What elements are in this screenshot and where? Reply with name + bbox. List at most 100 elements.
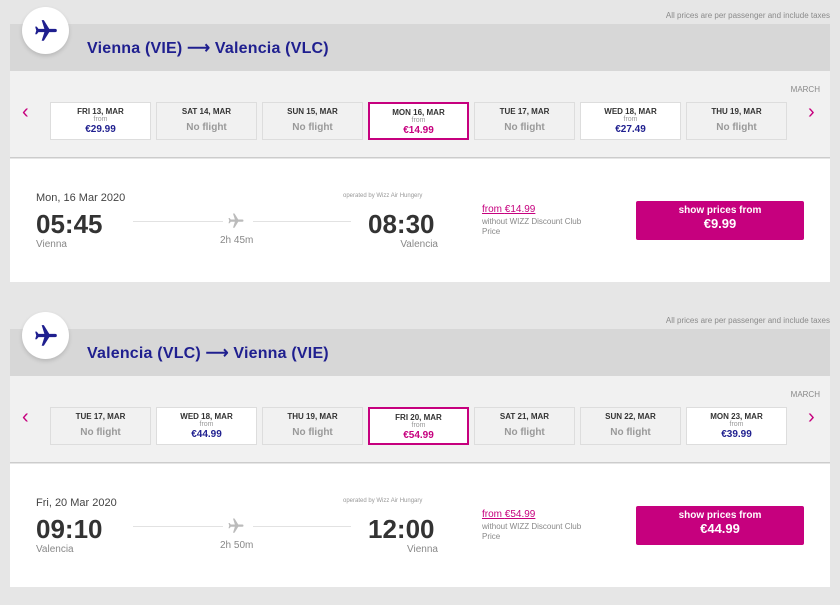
- from-label: from: [411, 117, 426, 124]
- no-flight-label: No flight: [292, 427, 333, 438]
- from-label: from: [411, 422, 426, 429]
- flight-section: All prices are per passenger and include…: [0, 0, 840, 300]
- flight-date: Fri, 20 Mar 2020: [36, 497, 117, 509]
- date-card[interactable]: MON 16, MAR from €14.99: [368, 102, 469, 140]
- month-label: MARCH: [790, 85, 820, 94]
- date-label: MON 23, MAR: [710, 412, 763, 421]
- operator: operated by Wizz Air Hungary: [343, 498, 423, 504]
- no-flight-label: No flight: [504, 427, 545, 438]
- regular-price: €54.99: [504, 509, 536, 520]
- route-line-arrow: [253, 221, 351, 222]
- date-price: €54.99: [403, 430, 434, 441]
- no-flight-label: No flight: [610, 427, 651, 438]
- plane-icon: [22, 312, 69, 359]
- date-price: €27.49: [615, 124, 646, 135]
- route-line-arrow: [253, 526, 351, 527]
- no-flight-label: No flight: [504, 122, 545, 133]
- button-label: show prices from: [678, 205, 762, 216]
- date-label: FRI 13, MAR: [77, 107, 124, 116]
- date-selector: MARCH ‹ FRI 13, MAR from €29.99 SAT 14, MA…: [10, 71, 830, 158]
- month-label: MARCH: [790, 390, 820, 399]
- route-title: Valencia (VLC) ⟶ Vienna (VIE): [87, 345, 329, 362]
- plane-icon: [227, 212, 245, 235]
- flight-date: Mon, 16 Mar 2020: [36, 192, 126, 204]
- date-label: FRI 20, MAR: [395, 413, 442, 422]
- date-label: SUN 22, MAR: [605, 412, 656, 421]
- button-label: show prices from: [678, 510, 762, 521]
- regular-price-link[interactable]: from €54.99: [482, 509, 535, 520]
- regular-price-link[interactable]: from €14.99: [482, 204, 535, 215]
- no-flight-label: No flight: [716, 122, 757, 133]
- arrival-time: 12:00: [368, 514, 435, 544]
- route-line: [133, 526, 223, 527]
- prev-dates-chevron-left-icon[interactable]: ‹: [22, 101, 29, 123]
- duration: 2h 45m: [220, 235, 254, 246]
- date-card: TUE 17, MAR No flight: [474, 102, 575, 140]
- date-price: €44.99: [191, 429, 222, 440]
- no-flight-label: No flight: [186, 122, 227, 133]
- button-price: €9.99: [703, 216, 737, 231]
- flight-card: Mon, 16 Mar 2020 05:45 Vienna 2h 45m ope…: [10, 159, 830, 282]
- departure-time: 09:10: [36, 514, 103, 544]
- flight-card: Fri, 20 Mar 2020 09:10 Valencia 2h 50m o…: [10, 464, 830, 587]
- date-card: SUN 15, MAR No flight: [262, 102, 363, 140]
- button-price: €44.99: [700, 521, 740, 536]
- date-card[interactable]: FRI 13, MAR from €29.99: [50, 102, 151, 140]
- plane-icon: [227, 517, 245, 540]
- next-dates-chevron-right-icon[interactable]: ›: [808, 101, 815, 123]
- date-price: €29.99: [85, 124, 116, 135]
- club-note: without WIZZ Discount Club Price: [482, 217, 582, 236]
- from-label: from: [482, 509, 502, 520]
- show-prices-button[interactable]: show prices from €9.99: [636, 201, 804, 240]
- plane-icon: [22, 7, 69, 54]
- arrival-city: Valencia: [400, 239, 438, 250]
- departure-city: Valencia: [36, 544, 74, 555]
- date-card: THU 19, MAR No flight: [262, 407, 363, 445]
- no-flight-label: No flight: [80, 427, 121, 438]
- date-card[interactable]: WED 18, MAR from €44.99: [156, 407, 257, 445]
- prices-note: All prices are per passenger and include…: [665, 11, 830, 20]
- club-note: without WIZZ Discount Club Price: [482, 522, 582, 541]
- date-label: SUN 15, MAR: [287, 107, 338, 116]
- operator: operated by Wizz Air Hungery: [343, 193, 423, 199]
- date-card: THU 19, MAR No flight: [686, 102, 787, 140]
- arrival-time: 08:30: [368, 209, 435, 239]
- prices-note: All prices are per passenger and include…: [665, 316, 830, 325]
- from-label: from: [623, 116, 638, 123]
- show-prices-button[interactable]: show prices from €44.99: [636, 506, 804, 545]
- date-selector: MARCH ‹ TUE 17, MAR No flight WED 18, MAR…: [10, 376, 830, 463]
- no-flight-label: No flight: [292, 122, 333, 133]
- date-label: THU 19, MAR: [711, 107, 762, 116]
- flight-section: All prices are per passenger and include…: [0, 305, 840, 605]
- date-label: SAT 14, MAR: [181, 107, 232, 116]
- prev-dates-chevron-left-icon[interactable]: ‹: [22, 406, 29, 428]
- duration: 2h 50m: [220, 540, 254, 551]
- date-label: WED 18, MAR: [180, 412, 233, 421]
- date-label: MON 16, MAR: [392, 108, 445, 117]
- route-title: Vienna (VIE) ⟶ Valencia (VLC): [87, 40, 329, 57]
- arrival-city: Vienna: [407, 544, 438, 555]
- regular-price: €14.99: [504, 204, 536, 215]
- date-label: SAT 21, MAR: [499, 412, 550, 421]
- departure-time: 05:45: [36, 209, 103, 239]
- route-line: [133, 221, 223, 222]
- date-label: WED 18, MAR: [604, 107, 657, 116]
- date-label: TUE 17, MAR: [499, 107, 550, 116]
- route-header: [10, 24, 830, 71]
- date-price: €14.99: [403, 125, 434, 136]
- date-card: SAT 21, MAR No flight: [474, 407, 575, 445]
- from-label: from: [93, 116, 108, 123]
- departure-city: Vienna: [36, 239, 67, 250]
- date-card[interactable]: MON 23, MAR from €39.99: [686, 407, 787, 445]
- from-label: from: [482, 204, 502, 215]
- date-label: THU 19, MAR: [287, 412, 338, 421]
- date-card[interactable]: FRI 20, MAR from €54.99: [368, 407, 469, 445]
- date-card[interactable]: WED 18, MAR from €27.49: [580, 102, 681, 140]
- date-card: TUE 17, MAR No flight: [50, 407, 151, 445]
- date-card: SAT 14, MAR No flight: [156, 102, 257, 140]
- next-dates-chevron-right-icon[interactable]: ›: [808, 406, 815, 428]
- from-label: from: [729, 421, 744, 428]
- date-card: SUN 22, MAR No flight: [580, 407, 681, 445]
- from-label: from: [199, 421, 214, 428]
- route-header: [10, 329, 830, 376]
